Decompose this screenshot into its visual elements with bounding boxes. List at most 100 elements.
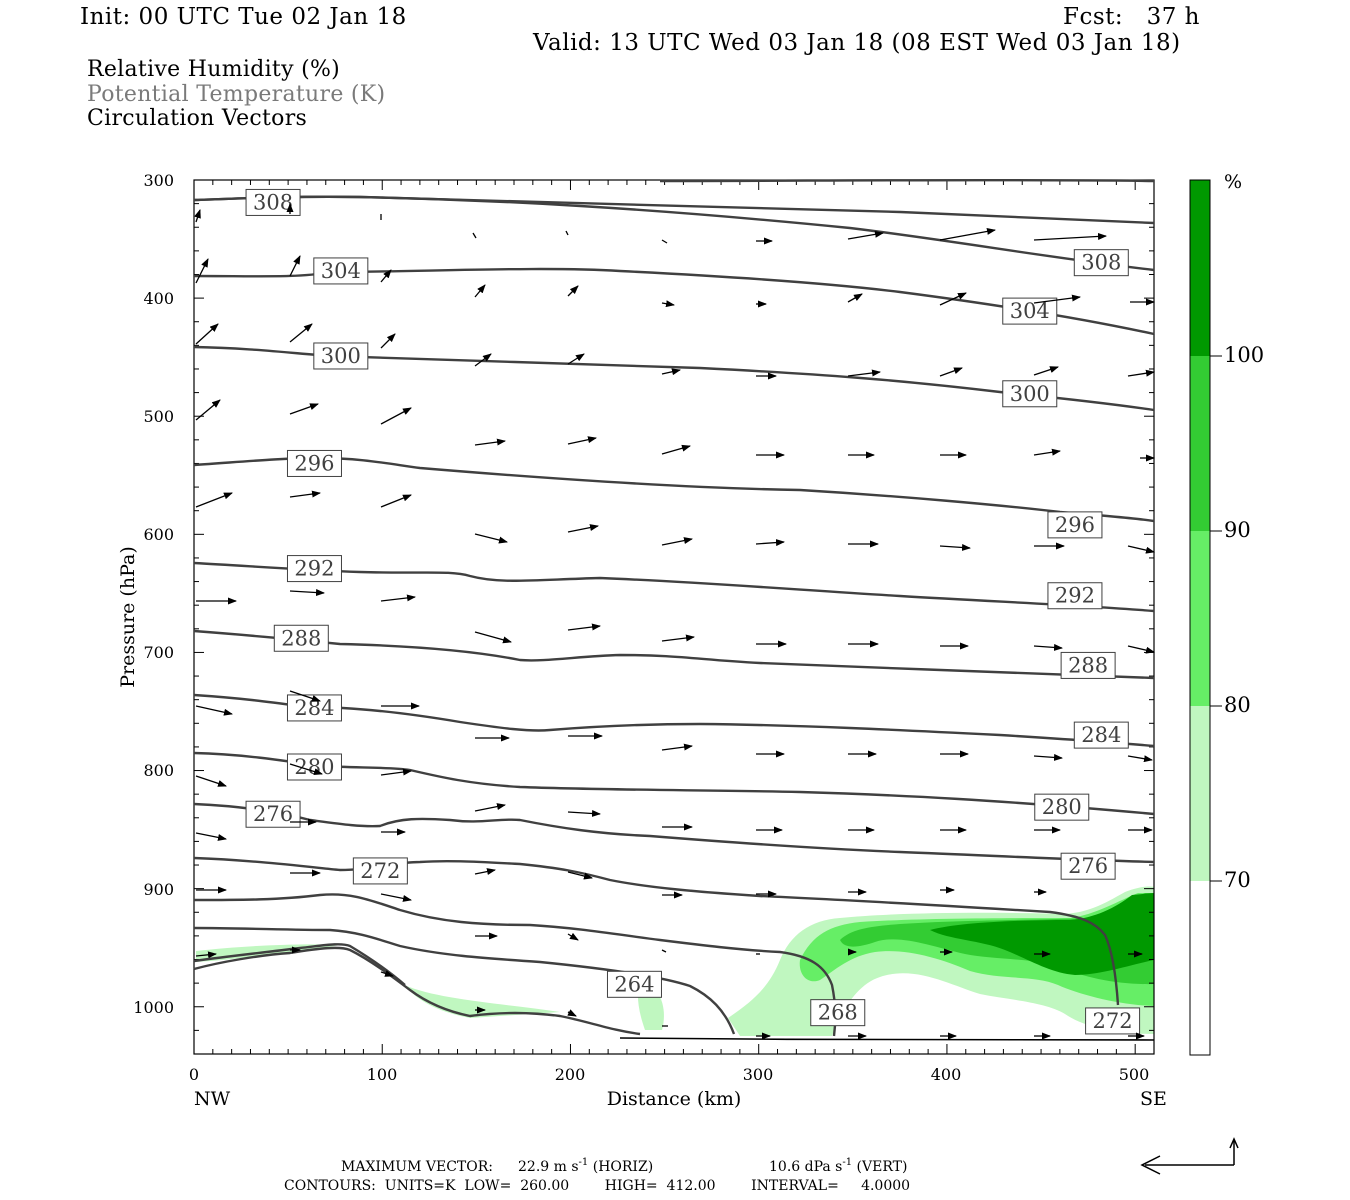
colorbar-unit: % — [1224, 171, 1242, 193]
y-tick-label: 400 — [143, 289, 174, 308]
theta-label-text: 300 — [321, 344, 361, 368]
theta-label: 308 — [245, 188, 301, 216]
circulation-vector — [567, 871, 593, 880]
theta-label: 292 — [286, 555, 342, 583]
circulation-vector — [661, 368, 681, 376]
circulation-vector — [939, 292, 967, 306]
init-time: Init: 00 UTC Tue 02 Jan 18 — [80, 4, 407, 30]
colorbar-label-100: 100 — [1224, 343, 1264, 367]
circulation-vector — [1127, 369, 1155, 377]
theta-label: 296 — [286, 449, 342, 477]
theta-label: 304 — [313, 257, 369, 285]
circulation-vectors — [194, 203, 1155, 1040]
theta-label-text: 288 — [1068, 653, 1108, 677]
theta-label: 268 — [810, 999, 866, 1027]
circulation-vector — [195, 951, 217, 959]
theta-label: 264 — [606, 970, 662, 998]
theta-label-text: 268 — [818, 1001, 858, 1025]
circulation-vector — [847, 230, 884, 240]
circulation-vector — [1127, 645, 1155, 654]
legend-circulation-vectors: Circulation Vectors — [87, 106, 308, 131]
rh-70-area — [196, 944, 340, 962]
theta-label-text: 264 — [614, 972, 654, 996]
circulation-vector — [380, 333, 396, 349]
y-tick-label: 800 — [143, 761, 174, 780]
circulation-vector — [289, 323, 313, 343]
theta-contour-264 — [193, 926, 736, 1035]
theta-contour-308b — [193, 195, 1155, 272]
x-end-label-nw: NW — [194, 1088, 231, 1110]
terrain-line — [619, 1037, 1155, 1041]
circulation-vector — [567, 285, 579, 297]
rh-100-area — [930, 893, 1154, 975]
legend-potential-temperature: Potential Temperature (K) — [87, 82, 386, 107]
colorbar-band-below-70 — [1190, 881, 1210, 1055]
theta-contour-ground-b — [193, 943, 406, 986]
colorbar-frame — [1189, 179, 1211, 1056]
circulation-vector — [194, 209, 201, 223]
circulation-vector — [939, 543, 971, 551]
theta-label-text: 272 — [360, 859, 400, 883]
y-tick-label: 900 — [143, 880, 174, 899]
theta-label: 300 — [1002, 380, 1058, 408]
circulation-vector — [474, 533, 508, 544]
theta-label-text: 296 — [294, 451, 334, 475]
circulation-vector — [1127, 755, 1153, 763]
theta-contour-292 — [193, 561, 1155, 613]
theta-label: 284 — [1073, 721, 1129, 749]
theta-contour-312 — [659, 178, 1155, 183]
x-tick-label: 400 — [931, 1065, 962, 1084]
circulation-vector — [661, 634, 695, 642]
circulation-vector — [474, 631, 512, 644]
circulation-vector — [1127, 545, 1155, 554]
circulation-vector — [195, 323, 219, 345]
circulation-vector — [195, 399, 221, 421]
x-tick-label: 500 — [1119, 1065, 1150, 1084]
circulation-vector — [567, 932, 579, 941]
circulation-vector — [661, 949, 667, 953]
theta-label: 276 — [245, 800, 301, 828]
theta-label-text: 272 — [1093, 1009, 1133, 1033]
circulation-vector — [380, 893, 412, 902]
theta-contour-308 — [193, 195, 1155, 225]
circulation-vector — [939, 227, 996, 241]
circulation-vector — [289, 255, 301, 277]
x-tick-label: 0 — [189, 1065, 199, 1084]
circulation-vector — [565, 230, 569, 236]
y-tick-labels: 300 400 500 600 700 800 900 1000 — [133, 171, 174, 1017]
x-end-label-se: SE — [1140, 1088, 1167, 1110]
theta-contour-ground-a — [193, 946, 641, 1036]
circulation-vector — [661, 743, 693, 751]
circulation-vector — [1033, 448, 1061, 456]
circulation-vector — [847, 293, 863, 303]
y-axis-title: Pressure (hPa) — [117, 546, 139, 688]
circulation-vector — [939, 367, 963, 377]
y-tick-label: 600 — [143, 525, 174, 544]
theta-label-text: 288 — [281, 626, 321, 650]
colorbar-band-100plus — [1190, 180, 1210, 356]
circulation-vector — [567, 1009, 577, 1017]
circulation-vector — [1033, 232, 1107, 241]
circulation-vector — [289, 690, 321, 702]
max-vector-vertical: 10.6 dPa s-1 (VERT) — [769, 1157, 907, 1175]
theta-label: 276 — [1060, 852, 1116, 880]
footer: MAXIMUM VECTOR: 22.9 m s-1 (HORIZ) 10.6 … — [284, 1157, 910, 1194]
circulation-vector — [289, 589, 325, 597]
y-tick-label: 500 — [143, 407, 174, 426]
circulation-vector — [847, 369, 881, 377]
legend-relative-humidity: Relative Humidity (%) — [87, 57, 341, 82]
theta-label: 272 — [352, 857, 408, 885]
colorbar: % 100 90 80 70 — [1189, 171, 1264, 1056]
circulation-vector — [474, 438, 506, 446]
circulation-vector — [661, 300, 675, 308]
circulation-vector — [1033, 366, 1059, 376]
theta-label: 308 — [1073, 249, 1129, 277]
theta-label: 280 — [286, 753, 342, 781]
circulation-vector — [1033, 753, 1063, 761]
reference-vector — [1140, 1137, 1239, 1175]
circulation-vector — [567, 524, 599, 533]
circulation-vector — [380, 269, 392, 283]
colorbar-label-80: 80 — [1224, 693, 1251, 717]
theta-label-text: 304 — [321, 259, 361, 283]
